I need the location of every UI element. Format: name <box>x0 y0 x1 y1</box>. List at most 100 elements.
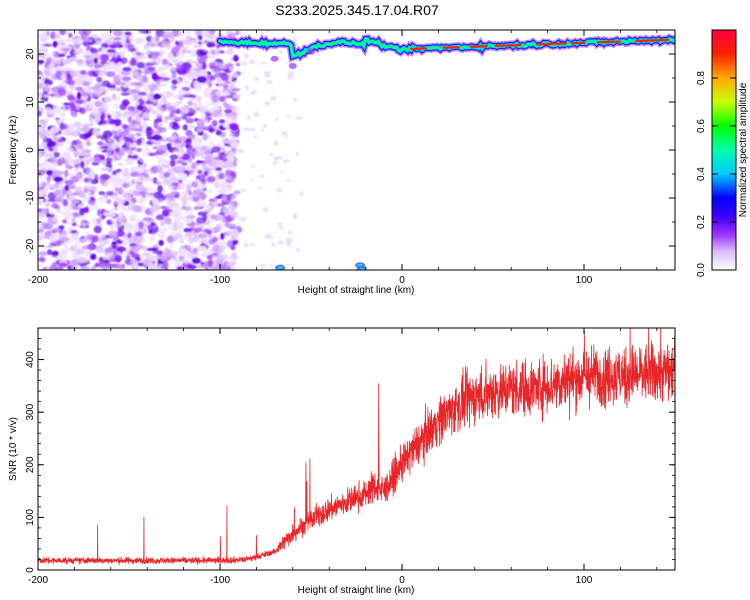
noise-blob <box>88 192 95 196</box>
noise-blob <box>134 244 144 250</box>
noise-blob <box>49 156 58 164</box>
noise-blob <box>118 216 127 224</box>
noise-blob <box>104 104 109 111</box>
noise-blob <box>59 112 66 118</box>
noise-blob <box>232 56 239 61</box>
noise-blob <box>155 58 163 63</box>
noise-blob <box>148 102 155 110</box>
noise-blob <box>264 100 271 107</box>
noise-blob <box>98 119 108 125</box>
noise-blob <box>174 233 183 240</box>
noise-blob <box>257 186 264 189</box>
noise-blob <box>135 182 144 191</box>
noise-blob <box>179 30 188 37</box>
noise-blob <box>112 223 122 229</box>
noise-blob <box>68 194 77 200</box>
noise-blob <box>70 175 80 183</box>
noise-blob <box>169 211 176 216</box>
noise-blob <box>57 210 66 215</box>
noise-blob <box>101 47 108 54</box>
x-tick-label: 0 <box>399 275 405 286</box>
noise-blob <box>39 198 44 203</box>
noise-blob <box>75 103 81 111</box>
noise-blob <box>292 97 298 102</box>
y-tick-label: 200 <box>25 456 36 473</box>
noise-blob <box>203 249 210 254</box>
noise-blob <box>250 90 256 96</box>
noise-blob <box>142 75 148 82</box>
noise-blob <box>231 72 239 78</box>
noise-blob <box>233 230 239 236</box>
noise-blob <box>200 261 205 266</box>
noise-blob <box>161 40 172 47</box>
noise-blob <box>55 242 63 247</box>
noise-blob <box>158 239 164 246</box>
noise-blob <box>112 249 118 255</box>
noise-blob <box>211 146 222 153</box>
noise-blob <box>70 140 77 146</box>
noise-blob <box>127 231 132 239</box>
noise-blob <box>46 175 51 183</box>
noise-blob <box>212 236 218 243</box>
noise-blob <box>144 194 153 198</box>
noise-blob <box>103 212 110 217</box>
noise-blob <box>153 122 163 128</box>
noise-blob <box>164 217 172 225</box>
x-tick-label: -200 <box>28 575 48 586</box>
noise-blob <box>220 73 230 81</box>
noise-blob <box>39 162 49 166</box>
x-tick-label: -100 <box>210 275 230 286</box>
noise-blob <box>73 49 84 57</box>
noise-blob <box>217 161 225 169</box>
noise-blob <box>203 132 208 141</box>
noise-blob <box>198 174 206 182</box>
noise-blob <box>100 215 106 220</box>
noise-blob <box>162 178 172 185</box>
noise-blob <box>152 177 158 184</box>
noise-blob <box>225 200 234 204</box>
noise-blob <box>128 59 138 67</box>
noise-blob <box>61 151 71 158</box>
noise-blob <box>193 206 200 211</box>
noise-blob <box>75 80 85 86</box>
noise-blob <box>179 39 184 45</box>
noise-blob <box>266 30 270 33</box>
noise-blob <box>245 84 249 91</box>
noise-blob <box>38 257 46 263</box>
y-tick-label: 10 <box>25 96 36 108</box>
noise-blob <box>39 45 46 54</box>
noise-blob <box>110 110 118 118</box>
noise-blob <box>46 249 53 256</box>
noise-blob <box>163 261 169 268</box>
noise-blob <box>73 164 80 168</box>
noise-blob <box>82 92 90 96</box>
noise-blob <box>166 235 174 244</box>
noise-blob <box>216 78 221 83</box>
noise-blob <box>68 158 77 164</box>
noise-blob <box>93 156 101 164</box>
noise-blob <box>231 239 239 246</box>
noise-blob <box>136 147 142 153</box>
noise-blob <box>227 204 235 210</box>
noise-blob <box>153 93 162 100</box>
noise-blob <box>193 81 202 88</box>
noise-blob <box>92 128 98 136</box>
noise-blob <box>126 254 131 262</box>
noise-blob <box>112 170 117 176</box>
noise-blob <box>120 92 130 96</box>
colorbar-frame <box>711 29 737 271</box>
noise-blob <box>146 186 157 195</box>
snr-xlabel: Height of straight line (km) <box>298 585 415 596</box>
y-tick-label: -20 <box>25 238 36 253</box>
noise-blob <box>229 66 235 72</box>
noise-blob <box>150 53 158 60</box>
noise-blob <box>207 81 213 88</box>
noise-blob <box>142 251 150 256</box>
noise-blob <box>101 80 111 88</box>
noise-blob <box>94 64 102 69</box>
noise-blob <box>151 109 157 115</box>
noise-blob <box>158 263 164 268</box>
noise-blob <box>90 48 99 54</box>
noise-blob <box>244 53 249 60</box>
noise-blob <box>80 266 90 270</box>
